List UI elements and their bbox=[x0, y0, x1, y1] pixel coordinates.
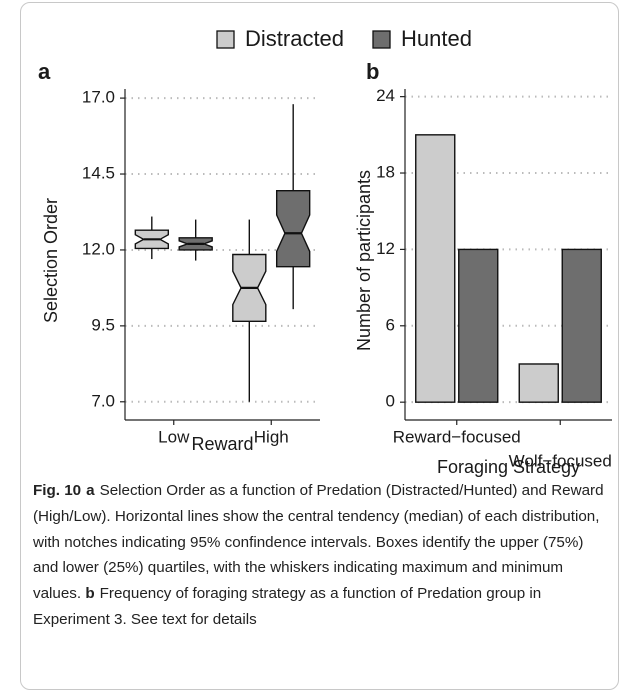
x-tick-label: Wolf−focused bbox=[509, 451, 612, 470]
legend-swatch bbox=[372, 30, 391, 49]
bar bbox=[415, 134, 456, 403]
panel-label: a bbox=[38, 59, 51, 84]
y-tick-label: 6 bbox=[386, 315, 395, 334]
y-tick-label: 7.0 bbox=[91, 391, 115, 410]
y-tick-label: 24 bbox=[376, 86, 395, 105]
caption-text: Selection Order as a function of Predati… bbox=[33, 482, 604, 603]
x-axis-title: Reward bbox=[191, 434, 253, 454]
figure-number: Fig. 10 bbox=[33, 482, 82, 499]
y-tick-label: 12 bbox=[376, 239, 395, 258]
caption: Fig. 10 a Selection Order as a function of… bbox=[33, 478, 608, 633]
box bbox=[275, 190, 311, 268]
figure: Distracted Hunted a 7.0 9.5 12.0 14.5 17.0 Sel… bbox=[38, 26, 612, 477]
y-tick-label: 0 bbox=[386, 392, 395, 411]
panel-label: b bbox=[366, 59, 379, 84]
x-tick-label: Low bbox=[158, 427, 190, 446]
x-axis-title: Foraging Strategy bbox=[437, 457, 580, 477]
caption-label: b bbox=[85, 585, 95, 603]
bar bbox=[561, 248, 602, 403]
bar bbox=[518, 363, 559, 403]
y-tick-label: 14.5 bbox=[82, 164, 115, 183]
x-tick-label: High bbox=[254, 427, 289, 446]
y-tick-label: 12.0 bbox=[82, 239, 115, 258]
figure-frame bbox=[20, 2, 619, 690]
y-tick-label: 9.5 bbox=[91, 315, 115, 334]
y-axis-title: Number of participants bbox=[354, 170, 374, 351]
y-tick-label: 18 bbox=[376, 163, 395, 182]
legend-label: Distracted bbox=[245, 26, 344, 51]
legend-swatch bbox=[216, 30, 235, 49]
y-tick-label: 17.0 bbox=[82, 88, 115, 107]
legend-label: Hunted bbox=[401, 26, 472, 51]
caption-label: a bbox=[86, 482, 95, 499]
caption-text: Frequency of foraging strategy as a func… bbox=[33, 585, 542, 628]
bar bbox=[458, 248, 499, 403]
y-axis-title: Selection Order bbox=[41, 198, 61, 323]
x-tick-label: Reward−focused bbox=[393, 427, 521, 446]
